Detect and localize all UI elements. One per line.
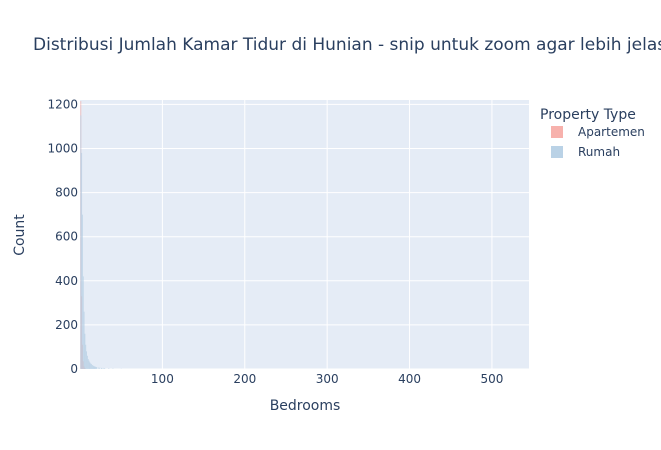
bar[interactable]: [108, 368, 110, 369]
series-rumah[interactable]: [80, 115, 122, 370]
bar[interactable]: [88, 360, 90, 369]
gridlines: [80, 100, 529, 370]
y-tick-label: 800: [55, 186, 78, 200]
x-tick-label: 500: [480, 372, 503, 386]
legend-swatch: [551, 146, 563, 158]
legend-label: Apartemen: [578, 125, 645, 139]
bar[interactable]: [81, 152, 83, 369]
bar[interactable]: [87, 355, 88, 369]
bar[interactable]: [97, 367, 99, 369]
bar[interactable]: [95, 366, 97, 369]
y-tick-label: 1000: [47, 142, 78, 156]
x-axis-title: Bedrooms: [270, 398, 341, 414]
y-tick-label: 200: [55, 318, 78, 332]
y-tick-label: 400: [55, 274, 78, 288]
bar[interactable]: [86, 351, 88, 369]
x-tick-label: 300: [316, 372, 339, 386]
bars-layer[interactable]: [80, 101, 122, 370]
bar[interactable]: [102, 367, 104, 369]
legend-swatch: [551, 126, 563, 138]
legend-label: Rumah: [578, 145, 620, 159]
bar[interactable]: [90, 363, 92, 369]
bar[interactable]: [83, 311, 85, 369]
bar[interactable]: [93, 366, 95, 369]
bar[interactable]: [91, 365, 93, 369]
bar[interactable]: [82, 214, 83, 369]
bar[interactable]: [96, 367, 97, 369]
legend[interactable]: Apartemen Rumah: [551, 125, 645, 159]
x-axis-ticks: 100 200 300 400 500: [151, 372, 503, 386]
y-axis-ticks: 0 200 400 600 800 1000 1200: [47, 97, 78, 376]
bar[interactable]: [104, 368, 106, 369]
chart-title: Distribusi Jumlah Kamar Tidur di Hunian …: [33, 35, 661, 55]
bar[interactable]: [84, 333, 86, 369]
bar[interactable]: [91, 364, 92, 369]
bar[interactable]: [85, 344, 87, 369]
bar[interactable]: [80, 115, 82, 370]
y-tick-label: 600: [55, 230, 78, 244]
x-tick-label: 200: [233, 372, 256, 386]
bar[interactable]: [92, 365, 94, 369]
bar[interactable]: [94, 366, 96, 369]
plot-background: [80, 100, 529, 369]
y-tick-label: 0: [70, 362, 78, 376]
bar[interactable]: [87, 359, 89, 369]
bar[interactable]: [89, 362, 91, 369]
bar[interactable]: [99, 367, 101, 369]
x-tick-label: 400: [398, 372, 421, 386]
legend-title: Property Type: [540, 107, 636, 123]
y-tick-label: 1200: [47, 97, 78, 111]
y-axis-title: Count: [12, 214, 28, 256]
legend-item-rumah[interactable]: Rumah: [551, 145, 620, 159]
bar[interactable]: [101, 367, 102, 369]
legend-item-apartemen[interactable]: Apartemen: [551, 125, 645, 139]
bar[interactable]: [82, 276, 84, 369]
x-tick-label: 100: [151, 372, 174, 386]
